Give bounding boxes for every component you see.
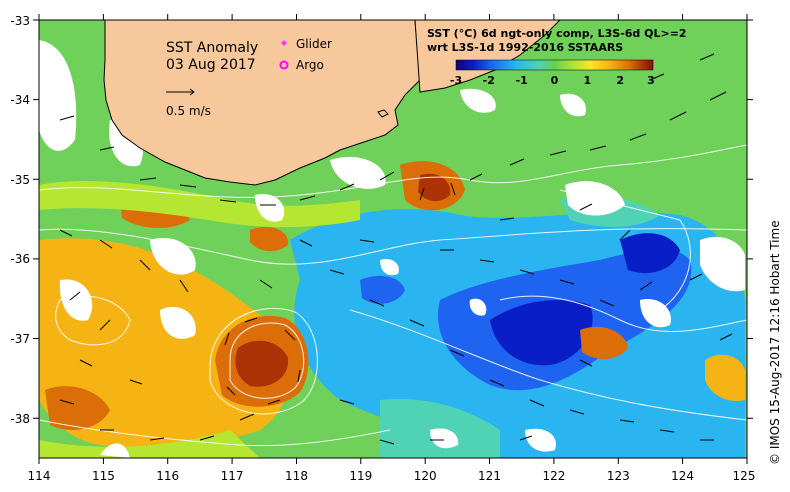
lon-tick-123: 123	[607, 469, 630, 483]
warm-patch-east	[705, 354, 745, 401]
plot-frame	[38, 19, 748, 459]
colorbar-tick-m3: -3	[450, 74, 462, 87]
lon-tick-118: 118	[285, 469, 308, 483]
sst-anomaly-field	[39, 40, 745, 458]
current-vectors	[59, 53, 733, 445]
lon-tick-124: 124	[671, 469, 694, 483]
very-cold-core	[490, 300, 593, 366]
lon-tick-117: 117	[221, 469, 244, 483]
imos-credit: © IMOS 15-Aug-2017 12:16 Hobart Time	[768, 220, 782, 465]
cold-core-east	[620, 233, 680, 274]
lon-tick-115: 115	[92, 469, 115, 483]
map-date: 03 Aug 2017	[166, 57, 256, 73]
velocity-scale: 0.5 m/s	[166, 88, 211, 118]
argo-label: Argo	[296, 58, 324, 72]
lon-tick-125: 125	[733, 469, 756, 483]
glider-marker-icon	[281, 40, 287, 46]
colorbar-gradient	[455, 59, 654, 71]
plot-area	[39, 20, 747, 458]
island	[377, 109, 389, 118]
colorbar-tick-3: 3	[647, 74, 655, 87]
colorbar-title-line1: SST (°C) 6d ngt-only comp, L3S-6d QL>=2	[427, 27, 687, 40]
lat-tick-36: -36	[10, 252, 30, 266]
colorbar-tick-m1: -1	[516, 74, 528, 87]
cold-core-west	[360, 275, 405, 304]
lat-tick-34: -34	[10, 93, 30, 107]
lat-tick-33: -33	[10, 14, 30, 28]
glider-label: Glider	[296, 37, 332, 51]
warm-patch-sw	[45, 386, 110, 430]
cloud-gaps	[39, 40, 745, 458]
dynamic-height-contours	[39, 144, 747, 447]
lat-tick-37: -37	[10, 332, 30, 346]
warm-core-north	[418, 173, 451, 202]
lon-tick-116: 116	[156, 469, 179, 483]
colorbar-tick-0: 0	[551, 74, 559, 87]
argo-marker-icon	[279, 60, 289, 70]
warm-patch-se	[580, 326, 628, 360]
colorbar-tick-1: 1	[583, 74, 591, 87]
yellow-band-south	[39, 430, 260, 458]
lon-tick-119: 119	[349, 469, 372, 483]
warm-patch-mid	[250, 226, 289, 252]
colorbar-title-line2: wrt L3S-1d 1992-2016 SSTAARS	[427, 41, 623, 54]
lon-tick-114: 114	[28, 469, 51, 483]
axis-ticks	[33, 14, 753, 464]
platform-legend: Glider Argo	[279, 37, 332, 72]
land-mass	[103, 20, 421, 186]
lon-tick-122: 122	[542, 469, 565, 483]
latitude-labels: -33 -34 -35 -36 -37 -38	[10, 14, 30, 426]
lat-tick-38: -38	[10, 412, 30, 426]
scale-label: 0.5 m/s	[166, 104, 211, 118]
scale-arrow-icon	[166, 88, 195, 96]
lon-tick-121: 121	[478, 469, 501, 483]
colorbar-tick-2: 2	[616, 74, 624, 87]
map-title: SST Anomaly	[166, 40, 258, 56]
longitude-labels: 114 115 116 117 118 119 120 121 122 123 …	[28, 469, 756, 483]
colorbar-tick-m2: -2	[483, 74, 495, 87]
colorbar: SST (°C) 6d ngt-only comp, L3S-6d QL>=2 …	[427, 27, 687, 87]
lon-tick-120: 120	[414, 469, 437, 483]
lat-tick-35: -35	[10, 173, 30, 187]
warm-eddy-core	[235, 340, 289, 387]
